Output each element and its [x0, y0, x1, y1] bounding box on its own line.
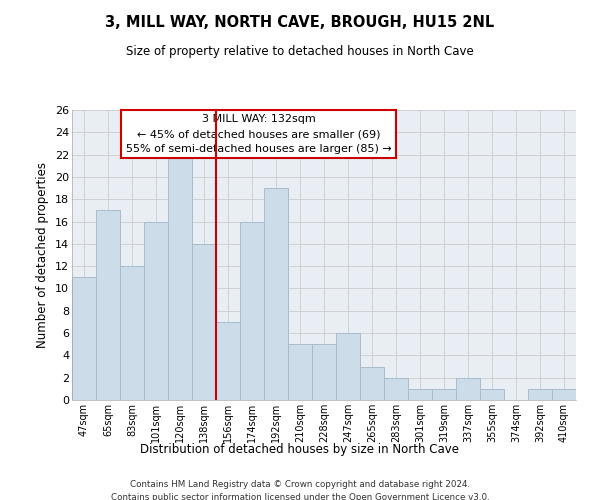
Text: Distribution of detached houses by size in North Cave: Distribution of detached houses by size …: [140, 442, 460, 456]
Bar: [72, 278, 96, 400]
Text: Contains public sector information licensed under the Open Government Licence v3: Contains public sector information licen…: [110, 492, 490, 500]
Bar: [264, 188, 288, 400]
Bar: [144, 222, 168, 400]
Bar: [432, 389, 456, 400]
Bar: [528, 389, 552, 400]
Bar: [408, 389, 432, 400]
Bar: [288, 344, 312, 400]
Bar: [192, 244, 216, 400]
Bar: [456, 378, 480, 400]
Bar: [384, 378, 408, 400]
Text: 3 MILL WAY: 132sqm
← 45% of detached houses are smaller (69)
55% of semi-detache: 3 MILL WAY: 132sqm ← 45% of detached hou…: [125, 114, 391, 154]
Bar: [216, 322, 240, 400]
Bar: [96, 210, 120, 400]
Text: Size of property relative to detached houses in North Cave: Size of property relative to detached ho…: [126, 45, 474, 58]
Text: 3, MILL WAY, NORTH CAVE, BROUGH, HU15 2NL: 3, MILL WAY, NORTH CAVE, BROUGH, HU15 2N…: [106, 15, 494, 30]
Y-axis label: Number of detached properties: Number of detached properties: [37, 162, 49, 348]
Bar: [120, 266, 144, 400]
Bar: [480, 389, 504, 400]
Bar: [168, 154, 192, 400]
Bar: [312, 344, 336, 400]
Bar: [552, 389, 576, 400]
Bar: [336, 333, 360, 400]
Bar: [240, 222, 264, 400]
Bar: [360, 366, 384, 400]
Text: Contains HM Land Registry data © Crown copyright and database right 2024.: Contains HM Land Registry data © Crown c…: [130, 480, 470, 489]
